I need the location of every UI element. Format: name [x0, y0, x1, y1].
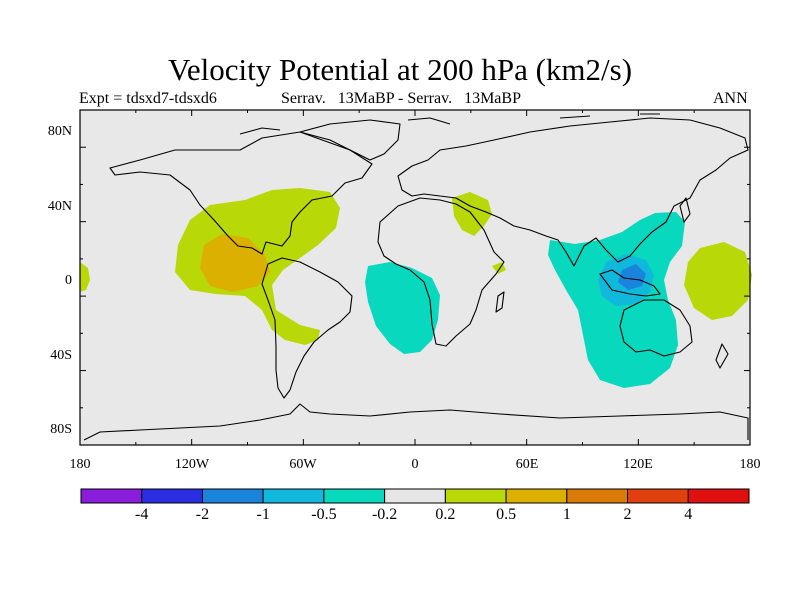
lon-label-0: 0 — [412, 457, 419, 472]
colorbar-label: -1 — [256, 506, 270, 523]
colorbar-swatch — [141, 488, 203, 504]
lat-label-80n: 80N — [48, 124, 72, 139]
lat-label-40n: 40N — [48, 199, 72, 214]
colorbar-label: 1 — [562, 506, 571, 523]
colorbar-swatch — [505, 488, 568, 504]
axis-ticks — [79, 109, 751, 446]
colorbar-swatch — [384, 488, 446, 504]
colorbar-swatch — [201, 488, 264, 504]
longitude-labels: 180 120W 60W 0 60E 120E 180 — [70, 457, 761, 472]
season-label: ANN — [713, 90, 748, 107]
contour-negative-core — [618, 264, 646, 290]
lon-label-180w: 180 — [70, 457, 91, 472]
lon-label-180e: 180 — [740, 457, 761, 472]
coastline-madagascar — [495, 291, 505, 313]
coastline-south-america — [261, 257, 353, 399]
coastline-africa — [377, 197, 505, 347]
period-label: Serrav. 13MaBP - Serrav. 13MaBP — [281, 90, 521, 107]
colorbar-swatch — [687, 488, 750, 504]
colorbar-label: 4 — [684, 506, 693, 523]
map-title: Velocity Potential at 200 hPa (km2/s) — [167, 52, 633, 87]
coastline-arctic-islands — [239, 113, 660, 135]
coastline-new-zealand — [715, 343, 729, 369]
coastline-australia — [619, 299, 693, 357]
colorbar-label: 0.5 — [496, 506, 517, 523]
colorbar-label: 2 — [623, 506, 632, 523]
colorbar-swatch — [80, 488, 143, 504]
coastlines — [83, 113, 749, 441]
experiment-label: Expt = tdsxd7-tdsxd6 — [79, 90, 217, 107]
colorbar-label: -0.2 — [371, 506, 398, 523]
colorbar-label: -4 — [135, 506, 149, 523]
contour-negative-atlantic — [365, 262, 440, 354]
coastline-greenland — [299, 119, 401, 161]
coastline-north-america — [109, 131, 373, 255]
colorbar-swatch — [262, 488, 325, 504]
coastline-antarctica — [83, 403, 749, 441]
lat-label-0: 0 — [65, 273, 72, 288]
colorbar-swatch — [323, 488, 386, 504]
colorbar-swatch — [627, 488, 689, 504]
lat-label-40s: 40S — [50, 348, 72, 363]
colorbar — [80, 488, 750, 504]
coastline-japan — [679, 197, 691, 223]
colorbar-label: 0.2 — [435, 506, 456, 523]
latitude-labels: 80N 40N 0 40S 80S — [48, 124, 72, 437]
contour-positive-pacific — [684, 242, 752, 320]
contour-positive-dateline — [80, 262, 90, 292]
lon-label-120w: 120W — [175, 457, 210, 472]
lon-label-60w: 60W — [289, 457, 317, 472]
colorbar-swatch — [566, 488, 629, 504]
coastline-eurasia — [397, 117, 749, 267]
coastline-indonesia — [599, 269, 661, 297]
lon-label-60e: 60E — [516, 457, 539, 472]
colorbar-swatch — [444, 488, 507, 504]
colorbar-label: -0.5 — [311, 506, 337, 523]
lat-label-80s: 80S — [50, 422, 72, 437]
colorbar-label: -2 — [195, 506, 210, 523]
lon-label-120e: 120E — [623, 457, 653, 472]
